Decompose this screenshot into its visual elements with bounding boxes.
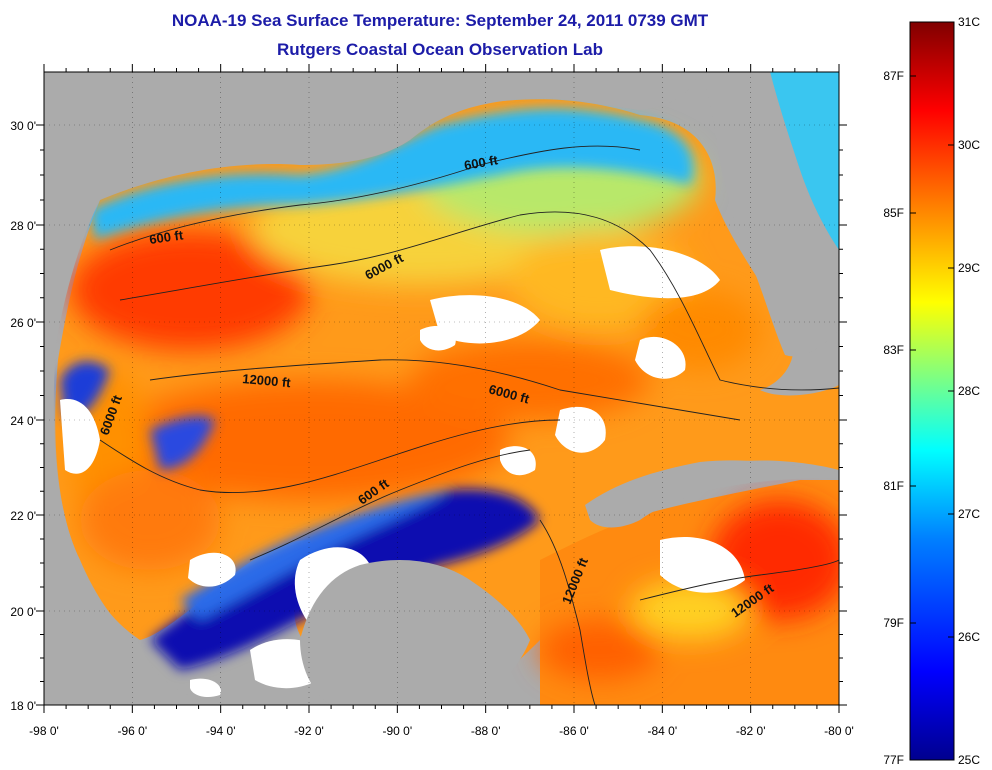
- axis-ticks: [36, 64, 847, 713]
- map-plot-area: 600 ft 600 ft 6000 ft 12000 ft 6000 ft 6…: [44, 72, 839, 705]
- x-tick-label: -82 0': [736, 724, 766, 738]
- colorbar-celsius-label: 28C: [958, 384, 980, 398]
- contour-12000ft-caribbean: [639, 559, 839, 601]
- map-title: NOAA-19 Sea Surface Temperature: Septemb…: [171, 11, 709, 30]
- contour-label: 12000 ft: [242, 371, 292, 390]
- x-tick-label: -86 0': [559, 724, 589, 738]
- y-axis: 30 0' 28 0' 26 0' 24 0' 22 0' 20 0' 18 0…: [10, 119, 36, 713]
- x-tick-label: -94 0': [206, 724, 236, 738]
- colorbar-celsius-label: 26C: [958, 630, 980, 644]
- colorbar-celsius-label: 30C: [958, 138, 980, 152]
- temperature-colorbar: 31C 30C 29C 28C 27C 26C 25C 87F 85F 83F …: [883, 15, 980, 767]
- contour-12000ft-yucatan: [539, 519, 596, 705]
- y-tick-label: 22 0': [10, 509, 36, 523]
- y-tick-label: 18 0': [10, 699, 36, 713]
- colorbar-celsius-label: 29C: [958, 261, 980, 275]
- colorbar-celsius-label: 25C: [958, 753, 980, 767]
- contour-6000ft-north: [119, 211, 839, 391]
- y-tick-label: 24 0': [10, 414, 36, 428]
- y-tick-label: 28 0': [10, 219, 36, 233]
- x-axis: -98 0' -96 0' -94 0' -92 0' -90 0' -88 0…: [29, 724, 854, 738]
- map-subtitle: Rutgers Coastal Ocean Observation Lab: [277, 40, 603, 59]
- contour-600ft-north: [109, 145, 641, 251]
- contour-600ft-south: [249, 449, 531, 561]
- colorbar-celsius-label: 27C: [958, 507, 980, 521]
- colorbar-gradient: [909, 21, 955, 761]
- y-tick-label: 26 0': [10, 316, 36, 330]
- colorbar-fahrenheit-label: 83F: [883, 343, 904, 357]
- yucatan-peninsula: [300, 560, 530, 705]
- x-tick-label: -92 0': [294, 724, 324, 738]
- cuba-island: [585, 460, 839, 528]
- contour-12000ft: [149, 359, 741, 421]
- y-tick-label: 20 0': [10, 605, 36, 619]
- colorbar-fahrenheit-label: 85F: [883, 206, 904, 220]
- colorbar-fahrenheit-label: 87F: [883, 69, 904, 83]
- colorbar-fahrenheit-label: 77F: [883, 753, 904, 767]
- florida-peninsula: [700, 72, 839, 357]
- colorbar-fahrenheit-label: 79F: [883, 616, 904, 630]
- contour-label: 600 ft: [463, 152, 500, 173]
- contour-6000ft-south: [99, 419, 561, 494]
- bathymetry-contours: [99, 145, 839, 705]
- x-tick-label: -90 0': [382, 724, 412, 738]
- colorbar-celsius-label: 31C: [958, 15, 980, 29]
- us-gulf-coast: [44, 72, 700, 360]
- x-tick-label: -98 0': [29, 724, 59, 738]
- colorbar-fahrenheit-label: 81F: [883, 479, 904, 493]
- x-tick-label: -80 0': [824, 724, 854, 738]
- y-tick-label: 30 0': [10, 119, 36, 133]
- x-tick-label: -96 0': [117, 724, 147, 738]
- x-tick-label: -88 0': [471, 724, 501, 738]
- contour-label: 600 ft: [148, 227, 184, 247]
- mexico-land: [44, 360, 200, 705]
- atlantic-water: [770, 72, 839, 250]
- x-tick-label: -84 0': [647, 724, 677, 738]
- graticule-grid: [44, 72, 839, 705]
